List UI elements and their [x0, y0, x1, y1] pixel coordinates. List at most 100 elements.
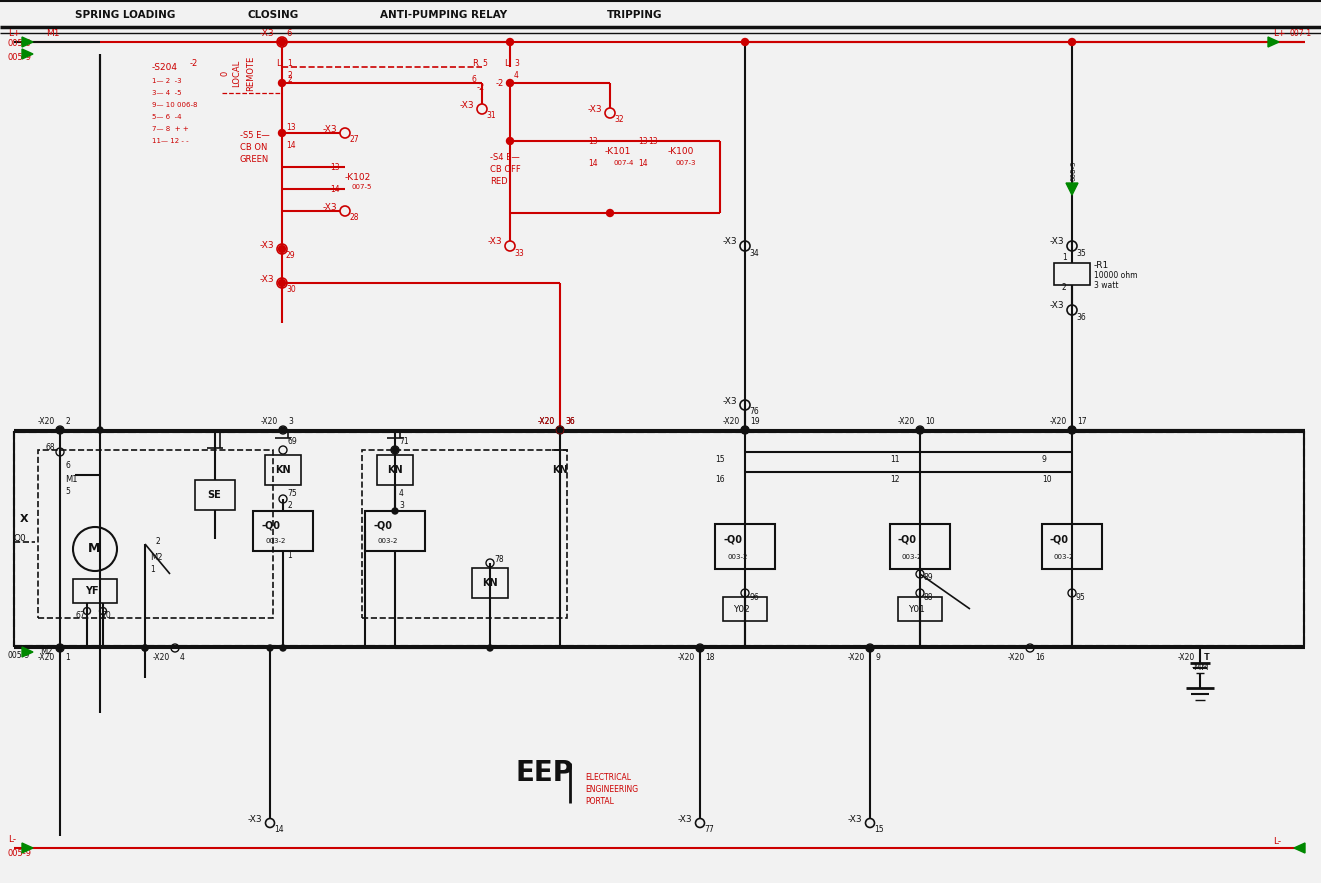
Text: 6: 6: [287, 29, 292, 39]
Text: -Q0: -Q0: [723, 534, 742, 544]
Text: 9: 9: [875, 653, 880, 661]
Text: 1: 1: [287, 550, 292, 560]
Text: 2: 2: [1062, 283, 1067, 291]
Bar: [715, 524, 775, 569]
Text: 30: 30: [287, 284, 296, 293]
Text: ANTI-PUMPING RELAY: ANTI-PUMPING RELAY: [380, 10, 507, 20]
Text: 15: 15: [875, 826, 884, 834]
Text: 003-2: 003-2: [376, 538, 398, 544]
Text: 36: 36: [1077, 313, 1086, 321]
Text: 2: 2: [65, 417, 70, 426]
Bar: [196, 480, 235, 510]
Text: -X3: -X3: [848, 814, 863, 824]
Polygon shape: [22, 647, 33, 657]
Circle shape: [267, 645, 273, 651]
Bar: [1042, 524, 1102, 569]
Bar: [266, 455, 301, 485]
Text: KN: KN: [387, 465, 403, 475]
Text: L: L: [276, 58, 280, 67]
Text: -R1: -R1: [1094, 260, 1110, 269]
Circle shape: [392, 447, 398, 453]
Text: 13: 13: [287, 123, 296, 132]
Text: TRIPPING: TRIPPING: [608, 10, 663, 20]
Polygon shape: [1295, 843, 1305, 853]
Text: GREEN: GREEN: [240, 155, 269, 163]
Text: 4: 4: [180, 653, 185, 661]
Text: -X20: -X20: [678, 653, 695, 661]
Text: -Q0: -Q0: [262, 520, 280, 530]
Text: 35: 35: [1077, 248, 1086, 258]
Text: -X3: -X3: [588, 104, 602, 114]
Bar: [890, 524, 950, 569]
Text: -X20: -X20: [1050, 417, 1067, 426]
Circle shape: [141, 645, 148, 651]
Text: 34: 34: [749, 248, 758, 258]
Text: 3 watt: 3 watt: [1094, 282, 1119, 291]
Text: L-: L-: [1273, 837, 1281, 847]
Text: 15: 15: [715, 456, 725, 464]
Text: -2: -2: [495, 79, 505, 87]
Text: -K100: -K100: [668, 147, 695, 155]
Text: 27: 27: [349, 134, 358, 144]
Text: -X20: -X20: [262, 417, 279, 426]
Text: 10: 10: [1042, 476, 1052, 485]
Text: 75: 75: [287, 488, 297, 497]
Text: -X20: -X20: [38, 653, 55, 661]
Circle shape: [556, 426, 564, 434]
Text: 16: 16: [715, 476, 725, 485]
Polygon shape: [1066, 183, 1078, 195]
Text: 1: 1: [151, 564, 155, 573]
Circle shape: [697, 645, 703, 651]
Text: -X20: -X20: [1008, 653, 1025, 661]
Text: -2: -2: [190, 58, 198, 67]
Text: 17: 17: [1077, 417, 1087, 426]
Text: 1: 1: [287, 58, 292, 67]
Text: M2: M2: [151, 553, 162, 562]
Text: 36: 36: [565, 417, 575, 426]
Text: 14: 14: [287, 140, 296, 149]
Text: -S204: -S204: [152, 63, 178, 72]
Text: 5: 5: [65, 487, 70, 496]
Text: SPRING LOADING: SPRING LOADING: [75, 10, 176, 20]
Text: L: L: [505, 58, 509, 67]
Text: 67: 67: [75, 610, 85, 620]
Text: 4: 4: [399, 488, 404, 497]
Text: 007-3: 007-3: [675, 160, 695, 166]
Bar: [1054, 263, 1090, 285]
Text: -X20: -X20: [38, 417, 55, 426]
Circle shape: [506, 39, 514, 46]
Text: -Q0: -Q0: [898, 534, 917, 544]
Text: 5: 5: [482, 58, 487, 67]
Circle shape: [392, 508, 398, 514]
Bar: [15, 432, 1304, 646]
Text: 6: 6: [472, 76, 477, 85]
Text: -X3: -X3: [723, 238, 737, 246]
Text: 10: 10: [925, 417, 935, 426]
Circle shape: [506, 79, 514, 87]
Polygon shape: [1268, 37, 1279, 47]
Circle shape: [279, 79, 285, 87]
Text: 18: 18: [705, 653, 715, 661]
Text: -X3: -X3: [324, 125, 338, 133]
Circle shape: [506, 138, 514, 145]
Circle shape: [742, 427, 748, 433]
Text: -2: -2: [477, 84, 485, 93]
Text: 1: 1: [1062, 253, 1067, 261]
Text: 78: 78: [494, 555, 503, 563]
Text: 12: 12: [890, 476, 900, 485]
Text: 2: 2: [287, 76, 292, 85]
Text: 0: 0: [221, 71, 229, 76]
Text: -X3: -X3: [324, 202, 338, 212]
Text: 77: 77: [704, 826, 713, 834]
Circle shape: [606, 209, 613, 216]
Text: -X20: -X20: [538, 417, 555, 426]
Text: Q0: Q0: [15, 534, 26, 544]
Text: PORTAL: PORTAL: [585, 797, 614, 806]
Text: 31: 31: [486, 110, 495, 119]
Text: T: T: [1205, 653, 1210, 661]
Circle shape: [57, 645, 63, 651]
Text: 13: 13: [330, 162, 339, 171]
Text: 29: 29: [287, 251, 296, 260]
Circle shape: [867, 645, 873, 651]
Text: KN: KN: [482, 578, 498, 588]
